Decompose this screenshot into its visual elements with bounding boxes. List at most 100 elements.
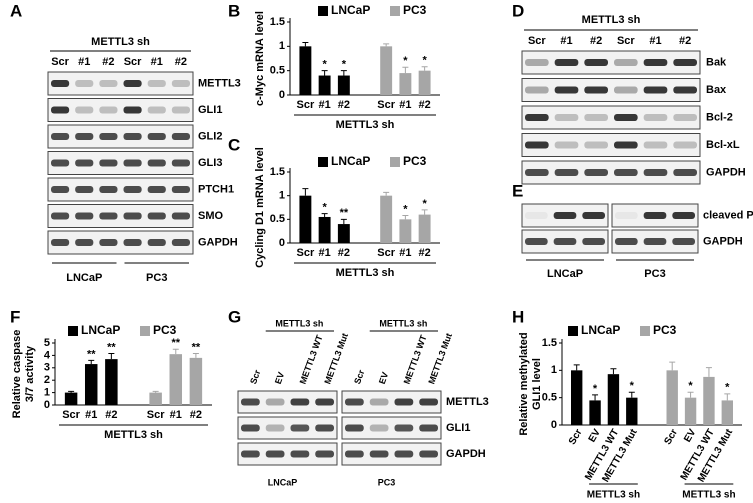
band (614, 169, 638, 176)
legend-swatch (318, 6, 328, 16)
band (554, 114, 579, 121)
significance-label: ** (87, 348, 96, 360)
error-bar (321, 70, 328, 76)
band (672, 238, 695, 245)
band (315, 450, 334, 458)
error-bar (705, 367, 712, 377)
group-label: LNCaP (268, 477, 298, 487)
band (265, 398, 285, 406)
group-label: PC3 (146, 272, 167, 284)
y-axis-label: c-Myc mRNA level (254, 11, 266, 106)
band (123, 106, 142, 114)
blot-header: METTL3 sh (91, 36, 150, 48)
y-tick-label: 0 (44, 399, 50, 411)
x-tick-label: #2 (338, 99, 350, 111)
band (643, 212, 667, 219)
band (643, 141, 668, 149)
lane-label: Scr (352, 368, 367, 386)
band (614, 59, 638, 66)
row-label: SMO (198, 210, 224, 222)
significance-label: * (630, 380, 635, 392)
lane-label: METTL3 WT (298, 333, 325, 385)
y-tick-label: 1.5 (270, 16, 285, 28)
error-bar (383, 191, 390, 196)
band (394, 450, 414, 458)
legend-swatch (390, 157, 400, 167)
band (584, 59, 608, 66)
x-tick-label: Scr (377, 247, 395, 259)
legend-swatch (318, 157, 328, 167)
y-tick-label: 1.5 (542, 337, 557, 349)
blot-box (521, 50, 701, 75)
x-tick-label: Scr (147, 409, 165, 421)
lane-label: EV (273, 371, 287, 386)
band (99, 106, 118, 114)
y-tick-label: 0.5 (542, 392, 557, 404)
band (525, 141, 549, 149)
bar (399, 73, 412, 95)
row-label: GLI2 (198, 130, 222, 142)
band (614, 114, 638, 121)
band (525, 169, 549, 176)
blot-header: METTL3 sh (379, 318, 427, 328)
y-tick-label: 0 (551, 419, 557, 431)
bar (299, 46, 312, 95)
y-tick-label: 0.5 (270, 213, 285, 225)
error-bar (687, 391, 694, 398)
y-tick-label: 1 (44, 387, 50, 399)
band (345, 424, 364, 432)
significance-label: ** (107, 341, 116, 353)
panel-letter: G (228, 307, 241, 326)
row-label: Bax (706, 84, 727, 96)
significance-label: * (322, 202, 327, 214)
legend-label: PC3 (403, 154, 427, 168)
group-label: PC3 (378, 477, 396, 487)
x-tick-label: #2 (190, 409, 202, 421)
y-tick-label: 5 (44, 337, 50, 349)
bar (607, 374, 620, 425)
band (525, 114, 549, 121)
band (241, 424, 260, 432)
band (394, 398, 414, 406)
bar (589, 400, 601, 425)
band (584, 114, 608, 121)
band (99, 186, 118, 193)
band (615, 238, 638, 245)
band (51, 239, 70, 246)
band (99, 159, 118, 167)
significance-label: ** (192, 341, 201, 353)
error-bar (302, 188, 309, 196)
significance-label: ** (171, 337, 180, 349)
band (99, 212, 118, 220)
significance-label: * (342, 59, 347, 71)
band (99, 239, 118, 246)
x-tick-label: #2 (418, 247, 430, 259)
x-axis-label: METTL3 sh (587, 490, 640, 501)
error-bar (88, 359, 95, 365)
x-tick-label: Scr (377, 99, 395, 111)
band (615, 212, 638, 219)
band (171, 186, 190, 193)
band (290, 450, 310, 458)
lane-label: #2 (175, 56, 187, 68)
band (147, 186, 166, 193)
blot-box (521, 78, 701, 102)
panel-letter: B (228, 1, 240, 20)
error-bar (172, 348, 179, 355)
bar (418, 70, 431, 95)
y-tick-label: 4 (44, 349, 51, 361)
y-axis-label: GLI1 level (531, 358, 543, 410)
error-bar (402, 215, 409, 220)
error-bar (724, 393, 731, 401)
row-label: PTCH1 (198, 183, 234, 195)
x-tick-label: #1 (318, 247, 330, 259)
blot-header: METTL3 sh (275, 318, 323, 328)
band (147, 80, 166, 87)
lane-label: METTL3 Mut (426, 332, 454, 386)
legend-swatch (568, 326, 578, 336)
bar (337, 224, 350, 243)
band (643, 238, 667, 245)
y-axis-label: Relative caspase (11, 330, 23, 419)
band (525, 238, 548, 245)
band (123, 239, 142, 246)
